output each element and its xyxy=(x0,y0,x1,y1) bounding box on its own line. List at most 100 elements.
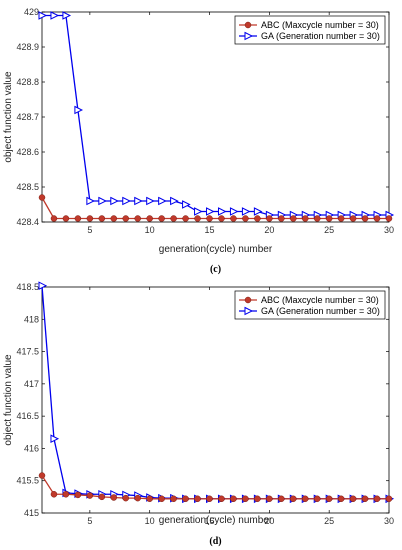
data-point-abc xyxy=(50,215,58,222)
y-tick-label: 417.5 xyxy=(16,347,39,357)
y-tick-label: 428.4 xyxy=(16,217,39,227)
data-point-ga xyxy=(62,11,72,20)
x-tick-label: 20 xyxy=(264,225,274,235)
legend-marker-abc xyxy=(244,296,252,304)
data-point-ga xyxy=(38,281,48,291)
data-point-abc xyxy=(337,215,345,222)
y-tick-label: 428.5 xyxy=(16,182,39,192)
x-tick-label: 15 xyxy=(205,516,215,526)
data-point-abc xyxy=(158,215,165,222)
data-point-ga xyxy=(122,196,131,206)
x-tick-label: 25 xyxy=(324,225,334,235)
data-point-abc xyxy=(242,215,249,222)
data-point-abc xyxy=(361,495,369,503)
data-point-abc xyxy=(301,215,309,222)
y-tick-label: 428.7 xyxy=(16,112,39,122)
x-axis-label: generation(cycle) number xyxy=(159,244,273,255)
data-point-abc xyxy=(290,215,297,222)
data-point-abc xyxy=(122,494,130,502)
data-point-abc xyxy=(206,215,213,222)
data-point-ga xyxy=(229,207,239,216)
data-point-abc xyxy=(122,215,130,222)
y-tick-label: 428.6 xyxy=(16,147,39,157)
data-point-abc xyxy=(385,495,393,503)
x-tick-label: 25 xyxy=(324,516,334,526)
data-point-abc xyxy=(74,491,82,499)
data-point-abc xyxy=(373,215,381,222)
data-point-abc xyxy=(325,215,333,222)
x-tick-label: 30 xyxy=(384,516,394,526)
data-point-abc xyxy=(170,495,177,503)
data-point-abc xyxy=(194,215,201,222)
legend-marker-ga xyxy=(244,306,254,316)
x-tick-label: 5 xyxy=(87,225,92,235)
data-point-ga xyxy=(38,11,48,20)
data-point-abc xyxy=(62,491,70,498)
data-point-abc xyxy=(278,215,285,222)
x-tick-label: 10 xyxy=(145,516,155,526)
data-point-ga xyxy=(206,207,215,216)
data-point-abc xyxy=(230,215,237,222)
data-point-abc xyxy=(218,495,225,503)
data-point-abc xyxy=(254,215,261,222)
data-point-abc xyxy=(290,495,297,503)
data-point-ga xyxy=(86,196,95,206)
data-point-ga xyxy=(110,196,119,206)
data-point-ga xyxy=(194,207,203,216)
y-axis-label: object function value xyxy=(3,354,14,446)
panel-label: (d) xyxy=(209,536,221,547)
data-point-abc xyxy=(278,495,285,503)
y-tick-label: 415.5 xyxy=(16,476,39,486)
data-point-abc xyxy=(98,493,106,501)
legend-entry-ga: GA (Generation number = 30) xyxy=(261,306,380,316)
x-tick-label: 30 xyxy=(384,225,394,235)
data-point-abc xyxy=(385,215,393,222)
data-point-abc xyxy=(361,215,369,222)
data-point-ga xyxy=(50,434,60,444)
data-point-abc xyxy=(158,495,165,503)
data-point-abc xyxy=(218,215,225,222)
x-tick-label: 15 xyxy=(205,225,215,235)
chart-panel-1: 5 10 15 20 25 30 428.4 428.5 428.6 428.7 428.8 428.… xyxy=(3,7,395,275)
data-point-ga xyxy=(158,196,167,206)
data-point-abc xyxy=(266,215,273,222)
data-point-abc xyxy=(206,495,213,503)
data-point-abc xyxy=(325,495,333,503)
data-point-ga xyxy=(182,200,191,209)
plot-frame xyxy=(41,11,390,223)
legend-marker-ga xyxy=(244,31,254,41)
data-point-abc xyxy=(98,215,106,222)
data-point-abc xyxy=(182,215,189,222)
x-tick-label: 10 xyxy=(145,225,155,235)
data-point-abc xyxy=(301,495,309,503)
legend-entry-abc: ABC (Maxcycle number = 30) xyxy=(261,295,379,305)
data-point-abc xyxy=(134,494,141,502)
legend-entry-ga: GA (Generation number = 30) xyxy=(261,31,380,41)
data-point-abc xyxy=(134,215,141,222)
legend-box xyxy=(234,15,386,45)
data-point-abc xyxy=(194,495,201,503)
data-point-ga xyxy=(98,196,107,206)
data-point-ga xyxy=(217,207,227,216)
legend-box xyxy=(234,290,386,320)
data-point-abc xyxy=(313,495,321,503)
data-point-ga xyxy=(146,196,155,206)
data-point-ga xyxy=(74,105,84,115)
chart-panel-2: 5 10 15 20 25 30 415 415.5 416 416.5 417 417.5 418 41… xyxy=(3,281,395,547)
data-point-abc xyxy=(50,491,58,498)
data-point-abc xyxy=(170,215,177,222)
x-tick-label: 20 xyxy=(264,516,274,526)
y-tick-label: 415 xyxy=(24,508,39,518)
data-point-abc xyxy=(38,472,46,479)
data-point-ga xyxy=(170,196,179,206)
legend: ABC (Maxcycle number = 30)GA (Generation… xyxy=(234,15,386,45)
y-tick-label: 416 xyxy=(24,443,39,453)
x-tick-label: 5 xyxy=(87,516,92,526)
data-point-abc xyxy=(230,495,237,503)
data-point-abc xyxy=(38,194,46,201)
data-point-ga xyxy=(241,207,251,216)
data-point-abc xyxy=(146,215,153,222)
data-point-abc xyxy=(110,215,118,222)
data-point-abc xyxy=(86,492,94,499)
data-point-abc xyxy=(373,495,381,503)
